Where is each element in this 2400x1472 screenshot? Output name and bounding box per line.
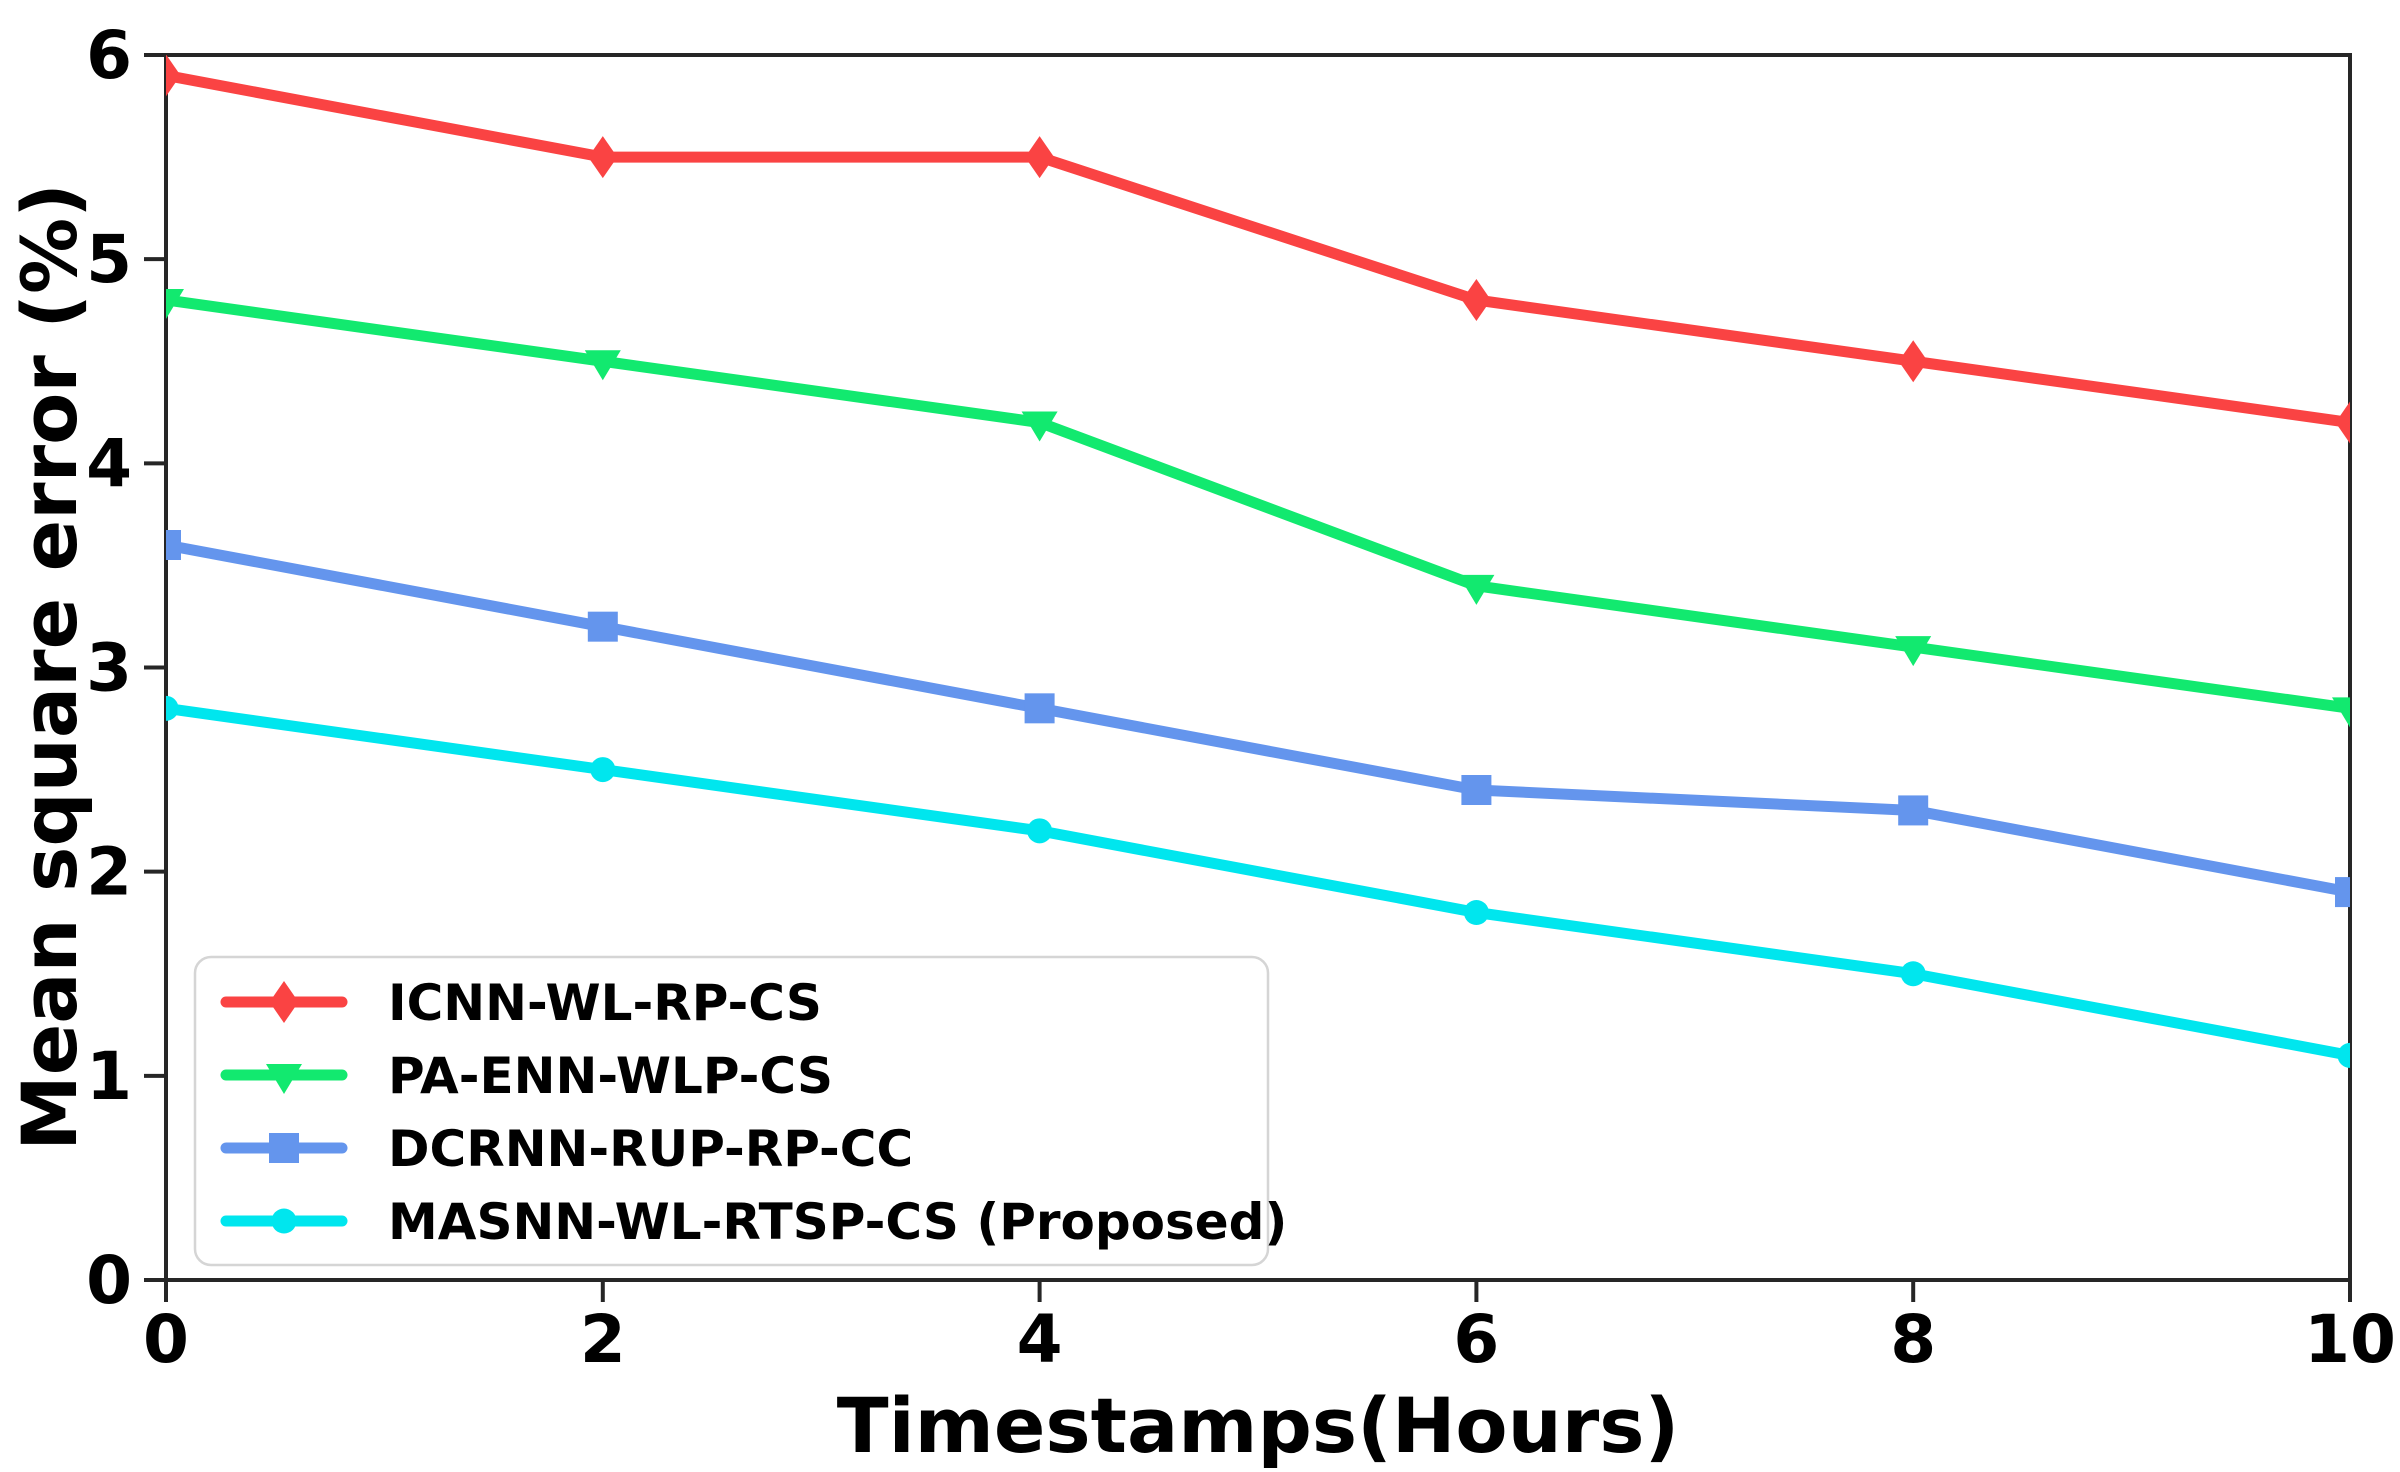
circle-marker <box>166 695 179 721</box>
diamond-marker <box>1025 136 1055 179</box>
legend-item-label: DCRNN-RUP-RP-CC <box>388 1120 913 1178</box>
series-line <box>166 702 2350 1061</box>
triangle-down-marker <box>2332 697 2350 728</box>
triangle-down-marker <box>1458 574 1495 605</box>
x-tick-label: 8 <box>1890 1301 1936 1378</box>
y-tick-label: 4 <box>86 425 132 502</box>
square-marker <box>2335 877 2350 908</box>
y-axis-title: Mean square error (%) <box>5 183 94 1151</box>
series-line <box>166 539 2350 898</box>
series-dcrnn-rup-rp-cc <box>166 530 2350 908</box>
x-tick-label: 0 <box>143 1301 189 1378</box>
legend-diamond-marker <box>269 981 299 1023</box>
y-tick-label: 1 <box>86 1038 132 1115</box>
legend-item-dcrnn-rup-rp-cc: DCRNN-RUP-RP-CC <box>220 1120 913 1178</box>
y-tick-label: 2 <box>86 834 132 911</box>
square-marker <box>166 530 181 560</box>
triangle-down-marker <box>584 350 621 381</box>
diamond-marker <box>1461 279 1491 321</box>
circle-marker <box>1900 961 1926 987</box>
x-tick-label: 2 <box>580 1301 626 1378</box>
diamond-marker <box>166 55 181 97</box>
legend: ICNN-WL-RP-CS PA-ENN-WLP-CS DCRNN-RUP-RP-C… <box>193 955 1287 1267</box>
y-tick-label: 6 <box>86 17 132 94</box>
series-pa-enn-wlp-cs <box>166 289 2350 728</box>
circle-marker <box>1027 818 1053 844</box>
x-tick-label: 4 <box>1017 1301 1063 1378</box>
circle-marker <box>590 757 616 783</box>
diamond-marker <box>1898 340 1928 383</box>
x-axis-title: Timestamps(Hours) <box>837 1381 1679 1470</box>
square-marker <box>1024 693 1055 724</box>
y-tick-label: 3 <box>86 630 132 707</box>
square-marker <box>587 611 618 642</box>
legend-box <box>193 955 1270 1267</box>
legend-triangle-down-marker <box>266 1064 302 1094</box>
triangle-down-marker <box>1895 636 1932 667</box>
legend-item-masnn-wl-rtsp-cs-proposed: MASNN-WL-RTSP-CS (Proposed) <box>220 1193 1287 1251</box>
circle-marker <box>1463 900 1489 925</box>
diamond-marker <box>588 136 618 179</box>
x-tick-label: 6 <box>1453 1301 1499 1378</box>
series-icnn-wl-rp-cs <box>166 55 2350 444</box>
legend-circle-marker <box>271 1208 297 1234</box>
legend-item-icnn-wl-rp-cs: ICNN-WL-RP-CS <box>220 974 822 1032</box>
legend-item-label: PA-ENN-WLP-CS <box>388 1047 833 1105</box>
triangle-down-marker <box>1021 411 1058 442</box>
legend-item-label: MASNN-WL-RTSP-CS (Proposed) <box>388 1193 1287 1251</box>
square-marker <box>1898 795 1929 826</box>
y-tick-label: 5 <box>86 221 132 298</box>
x-tick-label: 10 <box>2304 1301 2396 1378</box>
diamond-marker <box>2335 401 2350 444</box>
legend-item-pa-enn-wlp-cs: PA-ENN-WLP-CS <box>220 1047 833 1105</box>
y-tick-label: 0 <box>86 1242 132 1319</box>
circle-marker <box>2337 1042 2350 1068</box>
series-masnn-wl-rtsp-cs-proposed <box>166 695 2350 1068</box>
legend-square-marker <box>269 1133 299 1163</box>
series-line <box>166 294 2350 714</box>
plot-area: 0 2 4 6 8 10 0 1 2 3 4 5 6 ICNN-WL-RP-CS PA-ENN-WLP-CS… <box>86 17 2396 1378</box>
square-marker <box>1461 775 1492 805</box>
triangle-down-marker <box>166 289 184 319</box>
legend-item-label: ICNN-WL-RP-CS <box>388 974 822 1032</box>
series-line <box>166 69 2350 428</box>
